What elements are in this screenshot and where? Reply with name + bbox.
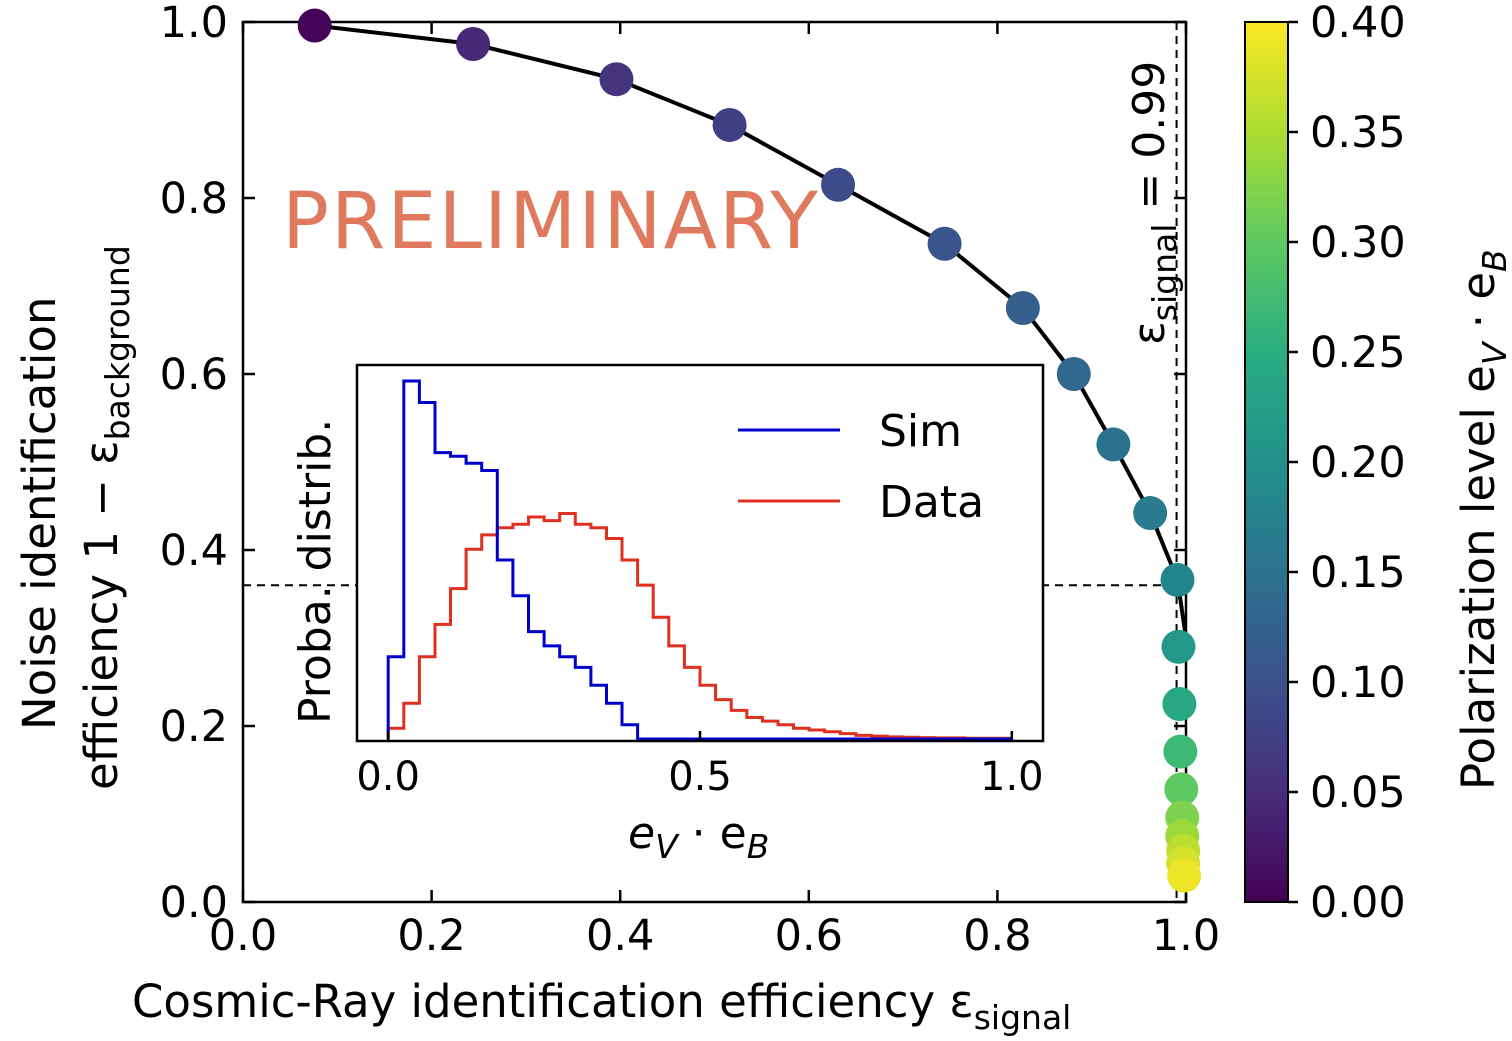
colorbar-title-mid: · e <box>1452 272 1505 343</box>
roc-point <box>1056 357 1091 391</box>
roc-point <box>1161 629 1196 664</box>
inset-x-axis-mid: · e <box>678 808 747 859</box>
x-tick-label: 0.6 <box>775 911 843 961</box>
y-axis-title-subscript: background <box>98 245 137 440</box>
colorbar-title-sub1: V <box>1475 340 1512 365</box>
roc-point <box>712 107 747 142</box>
x-axis-title: Cosmic-Ray identification efficiency εsi… <box>132 975 1071 1037</box>
inset-x-axis-sub2: B <box>747 827 770 866</box>
roc-point <box>1133 496 1168 531</box>
inset-legend: Sim Data <box>738 406 984 528</box>
x-tick-label: 0.4 <box>586 911 654 961</box>
histogram-data <box>386 512 1012 740</box>
main-plot: 0.0 0.2 0.4 0.6 0.8 1.0 0.0 0.2 0.4 0.6 0.8 1.0 <box>160 0 1221 961</box>
inset-x-axis-sub1: V <box>655 827 680 866</box>
vline-annotation-subscript: signal <box>1145 224 1184 322</box>
legend-label-data: Data <box>879 477 984 528</box>
roc-point <box>1096 427 1131 462</box>
colorbar-tick-label: 0.25 <box>1310 328 1406 378</box>
colorbar-title: Polarization level eV · eB <box>1452 249 1512 790</box>
vline-annotation-symbol: ε <box>1124 321 1175 345</box>
y-axis-title-line1: Noise identification <box>13 297 66 730</box>
roc-point <box>1005 291 1040 325</box>
y-tick-label: 0.2 <box>160 702 228 752</box>
roc-point <box>1162 687 1197 721</box>
y-tick-label: 0.8 <box>160 174 228 224</box>
colorbar-tick-label: 0.40 <box>1310 0 1406 48</box>
inset-x-axis-title: eV · eB <box>628 808 769 866</box>
colorbar-title-sub2: B <box>1475 249 1512 272</box>
legend-label-sim: Sim <box>879 406 962 457</box>
roc-point <box>1164 772 1199 807</box>
roc-point <box>821 167 856 202</box>
x-axis-title-subscript: signal <box>974 998 1072 1037</box>
inset-x-axis-e1: e <box>628 808 655 859</box>
x-tick-label: 0.2 <box>397 911 465 961</box>
inset-x-tick-label: 1.0 <box>980 754 1044 800</box>
colorbar-tick-label: 0.00 <box>1310 878 1406 928</box>
colorbar-tick-label: 0.35 <box>1310 108 1406 158</box>
roc-point <box>599 62 634 97</box>
colorbar-title-text: Polarization level e <box>1452 365 1505 790</box>
inset-x-tick-label: 0.5 <box>668 754 732 800</box>
colorbar-tick-label: 0.30 <box>1310 218 1406 268</box>
main-ticks: 0.0 0.2 0.4 0.6 0.8 1.0 0.0 0.2 0.4 0.6 0.8 1.0 <box>160 0 1221 961</box>
vline-annotation-value: = 0.99 <box>1124 61 1175 224</box>
x-axis-title-text: Cosmic-Ray identification efficiency ε <box>132 975 974 1028</box>
roc-point <box>927 226 962 261</box>
inset-y-axis-title: Proba. distrib. <box>290 419 341 724</box>
inset-x-tick-label: 0.0 <box>356 754 420 800</box>
y-axis-title-text: efficiency 1 − ε <box>75 440 128 790</box>
colorbar-tick-label: 0.10 <box>1310 658 1406 708</box>
vline-annotation: εsignal = 0.99 <box>1124 61 1184 345</box>
inset-ticks: 0.0 0.5 1.0 <box>356 731 1044 800</box>
colorbar-bar <box>1244 21 1289 903</box>
colorbar-tick-label: 0.15 <box>1310 548 1406 598</box>
roc-point <box>297 8 332 43</box>
roc-point <box>1163 734 1198 769</box>
y-axis-title-line2: efficiency 1 − εbackground <box>75 245 137 790</box>
colorbar-tick-label: 0.20 <box>1310 438 1406 488</box>
roc-point <box>1160 562 1195 597</box>
main-plot-frame <box>241 20 1188 904</box>
colorbar-tick-label: 0.05 <box>1310 768 1406 818</box>
x-tick-label: 0.8 <box>963 911 1031 961</box>
roc-point <box>1167 858 1202 893</box>
preliminary-watermark: PRELIMINARY <box>282 177 820 267</box>
roc-point <box>456 27 491 61</box>
x-tick-label: 1.0 <box>1152 911 1220 961</box>
x-tick-label: 0.0 <box>209 911 277 961</box>
colorbar: 0.00 0.05 0.10 0.15 0.20 0.25 0.30 0.35 0.40 Pol… <box>1244 0 1512 928</box>
roc-points <box>297 8 1202 893</box>
y-tick-label: 1.0 <box>160 0 228 48</box>
colorbar-ticks: 0.00 0.05 0.10 0.15 0.20 0.25 0.30 0.35 0.40 <box>1288 0 1406 928</box>
histogram-sim <box>386 379 1012 741</box>
inset-plot: 0.0 0.5 1.0 Sim Data Proba. distrib. eV · … <box>290 363 1045 866</box>
y-tick-label: 0.4 <box>160 526 228 576</box>
y-tick-label: 0.0 <box>160 878 228 928</box>
y-tick-label: 0.6 <box>160 350 228 400</box>
